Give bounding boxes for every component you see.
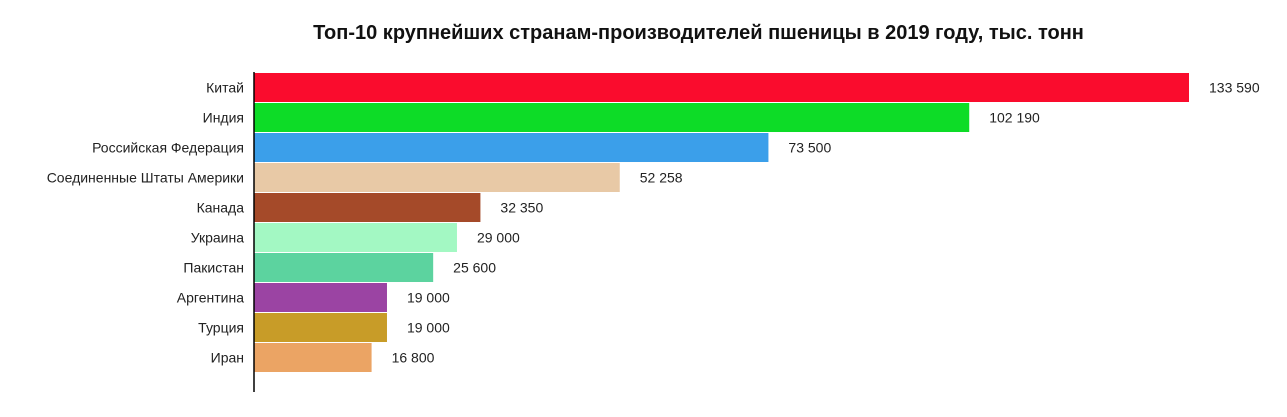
value-label: 19 000 (407, 290, 450, 306)
category-label: Иран (211, 350, 244, 366)
bar-6 (254, 223, 457, 252)
bar-2 (254, 103, 970, 132)
category-label: Аргентина (177, 290, 244, 306)
bar-10 (254, 343, 372, 372)
bars-layer (254, 73, 1189, 372)
value-label: 29 000 (477, 230, 520, 246)
category-label: Турция (198, 320, 244, 336)
category-label: Канада (197, 200, 245, 216)
bar-8 (254, 283, 387, 312)
value-label: 16 800 (392, 350, 435, 366)
bar-3 (254, 133, 769, 162)
category-label: Китай (206, 80, 244, 96)
category-label: Соединенные Штаты Америки (47, 170, 244, 186)
value-label: 19 000 (407, 320, 450, 336)
value-label: 25 600 (453, 260, 496, 276)
bar-5 (254, 193, 481, 222)
bar-4 (254, 163, 620, 192)
chart-title: Топ-10 крупнейших странам-производителей… (313, 22, 1084, 44)
bar-9 (254, 313, 387, 342)
bar-1 (254, 73, 1189, 102)
labels-layer: Китай 133 590 Индия 102 190 Российская Федер… (47, 80, 1260, 366)
value-label: 52 258 (640, 170, 683, 186)
value-label: 133 590 (1209, 80, 1260, 96)
category-label: Индия (203, 110, 244, 126)
bar-7 (254, 253, 434, 282)
category-label: Пакистан (183, 260, 244, 276)
value-label: 102 190 (989, 110, 1040, 126)
value-label: 32 350 (500, 200, 543, 216)
value-label: 73 500 (788, 140, 831, 156)
category-label: Российская Федерация (92, 140, 244, 156)
category-label: Украина (191, 230, 245, 246)
